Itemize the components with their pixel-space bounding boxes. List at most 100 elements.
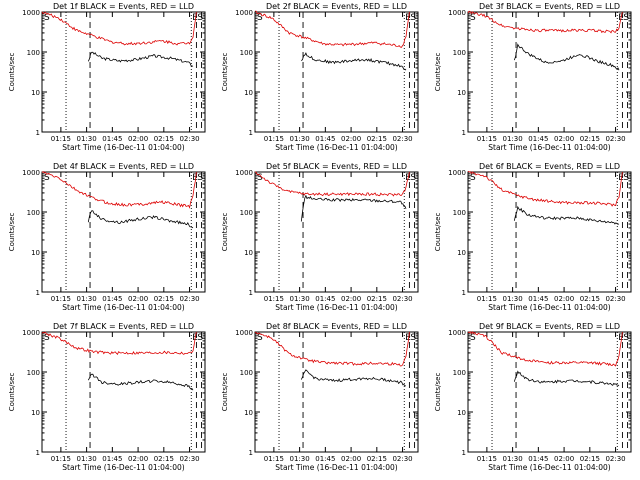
chart-panel-8: Det 8f BLACK = Events, RED = LLD 1 10 100 10… — [221, 322, 419, 472]
x-tick-label: 01:15 — [264, 135, 284, 143]
x-tick-label: 02:30 — [179, 135, 199, 143]
series-line-events — [87, 51, 194, 67]
end-marker: E — [192, 173, 198, 183]
x-tick-label: 02:00 — [554, 295, 574, 303]
x-tick-label: 01:15 — [264, 295, 284, 303]
y-tick-label: 10 — [457, 409, 466, 417]
x-tick-label: 01:15 — [51, 455, 71, 463]
y-tick-label: 100 — [27, 49, 40, 57]
x-tick-label: 02:30 — [605, 455, 625, 463]
y-tick-label: 1000 — [448, 329, 466, 337]
x-tick-label: 02:00 — [128, 135, 148, 143]
y-axis-label: Counts/sec — [8, 213, 16, 252]
y-tick-label: 100 — [240, 369, 253, 377]
x-tick-label: 01:30 — [503, 135, 523, 143]
x-tick-label: 02:00 — [341, 295, 361, 303]
x-axis-label: Start Time (16-Dec-11 01:04:00) — [488, 303, 610, 312]
x-tick-label: 02:30 — [179, 295, 199, 303]
y-tick-label: 1 — [249, 129, 253, 137]
x-tick-label: 02:30 — [392, 295, 412, 303]
x-tick-label: 02:15 — [580, 295, 600, 303]
x-tick-label: 02:15 — [367, 455, 387, 463]
start-marker: S — [470, 333, 476, 343]
x-tick-label: 01:15 — [51, 295, 71, 303]
y-tick-label: 1000 — [235, 169, 253, 177]
chart-title: Det 6f BLACK = Events, RED = LLD — [479, 162, 620, 171]
x-tick-label: 01:30 — [290, 455, 310, 463]
y-tick-label: 1000 — [22, 9, 40, 17]
start-marker-2: S — [197, 173, 203, 183]
y-tick-label: 100 — [453, 49, 466, 57]
x-axis-label: Start Time (16-Dec-11 01:04:00) — [275, 463, 397, 472]
start-marker: S — [257, 13, 263, 23]
y-tick-label: 100 — [453, 209, 466, 217]
y-tick-label: 100 — [240, 209, 253, 217]
series-line-lld — [467, 170, 623, 207]
x-tick-label: 01:45 — [528, 135, 548, 143]
x-tick-label: 02:30 — [179, 455, 199, 463]
y-tick-label: 10 — [31, 409, 40, 417]
start-marker-2: S — [410, 13, 416, 23]
x-tick-label: 01:30 — [503, 455, 523, 463]
y-tick-label: 1000 — [22, 329, 40, 337]
y-tick-label: 1 — [36, 129, 40, 137]
x-tick-label: 01:30 — [503, 295, 523, 303]
chart-title: Det 9f BLACK = Events, RED = LLD — [479, 322, 620, 331]
y-tick-label: 1 — [249, 449, 253, 457]
y-tick-label: 1000 — [448, 9, 466, 17]
start-marker: S — [44, 13, 50, 23]
plot-frame — [41, 11, 206, 133]
series-line-events — [300, 194, 407, 222]
y-tick-label: 100 — [240, 49, 253, 57]
start-marker-2: S — [197, 333, 203, 343]
end-marker: E — [405, 333, 411, 343]
y-tick-label: 100 — [27, 209, 40, 217]
x-tick-label: 02:00 — [554, 135, 574, 143]
x-tick-label: 01:30 — [77, 455, 97, 463]
series-line-events — [513, 370, 620, 387]
x-tick-label: 01:15 — [477, 295, 497, 303]
chart-panel-4: Det 4f BLACK = Events, RED = LLD 1 10 100 10… — [8, 162, 206, 312]
series-line-lld — [255, 10, 410, 48]
series-line-events — [513, 43, 620, 71]
y-axis-label: Counts/sec — [221, 213, 229, 252]
x-tick-label: 02:15 — [367, 295, 387, 303]
x-tick-label: 01:15 — [264, 455, 284, 463]
y-tick-label: 100 — [453, 369, 466, 377]
y-axis-label: Counts/sec — [8, 373, 16, 412]
chart-panel-5: Det 5f BLACK = Events, RED = LLD 1 10 100 10… — [221, 162, 419, 312]
chart-title: Det 3f BLACK = Events, RED = LLD — [479, 2, 620, 11]
y-tick-label: 10 — [457, 249, 466, 257]
y-tick-label: 1000 — [448, 169, 466, 177]
start-marker: S — [257, 173, 263, 183]
y-tick-label: 1 — [249, 289, 253, 297]
x-tick-label: 01:15 — [477, 455, 497, 463]
x-tick-label: 02:15 — [154, 295, 174, 303]
y-axis-label: Counts/sec — [221, 53, 229, 92]
series-line-events — [87, 210, 194, 229]
x-tick-label: 02:30 — [605, 295, 625, 303]
y-tick-label: 10 — [244, 249, 253, 257]
x-tick-label: 01:30 — [77, 295, 97, 303]
start-marker-2: S — [197, 13, 203, 23]
y-tick-label: 1 — [462, 129, 466, 137]
x-tick-label: 01:45 — [528, 455, 548, 463]
x-tick-label: 02:30 — [605, 135, 625, 143]
x-axis-label: Start Time (16-Dec-11 01:04:00) — [275, 143, 397, 152]
start-marker-2: S — [623, 13, 629, 23]
start-marker-2: S — [410, 333, 416, 343]
x-tick-label: 02:00 — [341, 135, 361, 143]
x-tick-label: 01:45 — [102, 455, 122, 463]
start-marker: S — [44, 173, 50, 183]
series-line-events — [513, 205, 620, 225]
chart-panel-2: Det 2f BLACK = Events, RED = LLD 1 10 100 10… — [221, 2, 419, 152]
y-axis-label: Counts/sec — [434, 213, 442, 252]
series-line-events — [87, 373, 194, 391]
x-tick-label: 02:00 — [554, 455, 574, 463]
y-tick-label: 1 — [36, 289, 40, 297]
x-tick-label: 01:45 — [528, 295, 548, 303]
chart-title: Det 2f BLACK = Events, RED = LLD — [266, 2, 407, 11]
plot-frame — [41, 331, 206, 453]
series-line-lld — [467, 10, 623, 34]
x-axis-label: Start Time (16-Dec-11 01:04:00) — [488, 463, 610, 472]
